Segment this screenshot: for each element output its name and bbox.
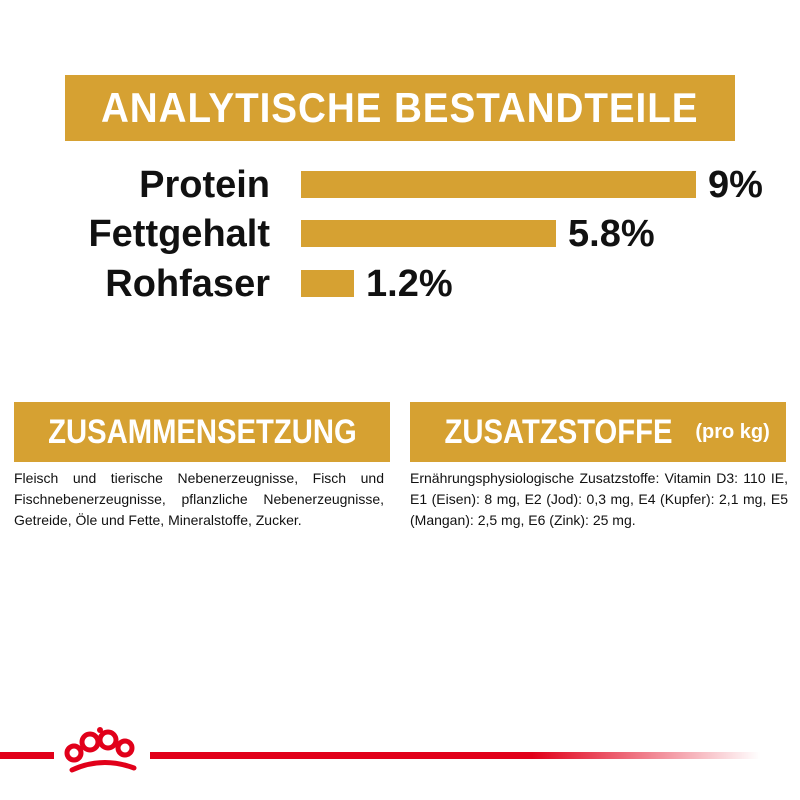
royal-canin-crown-icon <box>54 720 150 780</box>
footer-divider <box>0 752 760 759</box>
additives-text: Ernährungsphysiologische Zusatzstoffe: V… <box>410 470 788 528</box>
analysis-row-rohfaser: Rohfaser 1.2% <box>0 259 800 309</box>
analysis-bar <box>301 220 556 247</box>
analysis-value: 5.8% <box>568 213 655 255</box>
analysis-row-protein: Protein 9% <box>0 160 800 210</box>
composition-banner: ZUSAMMENSETZUNG <box>14 402 390 462</box>
additives-heading-suffix: (pro kg) <box>695 420 770 443</box>
composition-heading: ZUSAMMENSETZUNG <box>47 412 357 451</box>
crown-svg <box>64 727 137 773</box>
composition-text: Fleisch und tierische Nebenerzeugnisse, … <box>14 470 384 528</box>
page-title: ANALYTISCHE BESTANDTEILE <box>101 84 699 131</box>
analysis-value: 9% <box>708 164 763 206</box>
analysis-bar <box>301 171 696 198</box>
analysis-bar <box>301 270 354 297</box>
additives-banner: ZUSATZSTOFFE (pro kg) <box>410 402 786 462</box>
additives-heading: ZUSATZSTOFFE <box>444 412 673 451</box>
title-banner: ANALYTISCHE BESTANDTEILE <box>65 75 735 141</box>
analysis-label: Protein <box>139 164 270 206</box>
analysis-row-fettgehalt: Fettgehalt 5.8% <box>0 209 800 259</box>
analysis-value: 1.2% <box>366 263 453 305</box>
analysis-label: Rohfaser <box>105 263 270 305</box>
analysis-label: Fettgehalt <box>88 213 270 255</box>
